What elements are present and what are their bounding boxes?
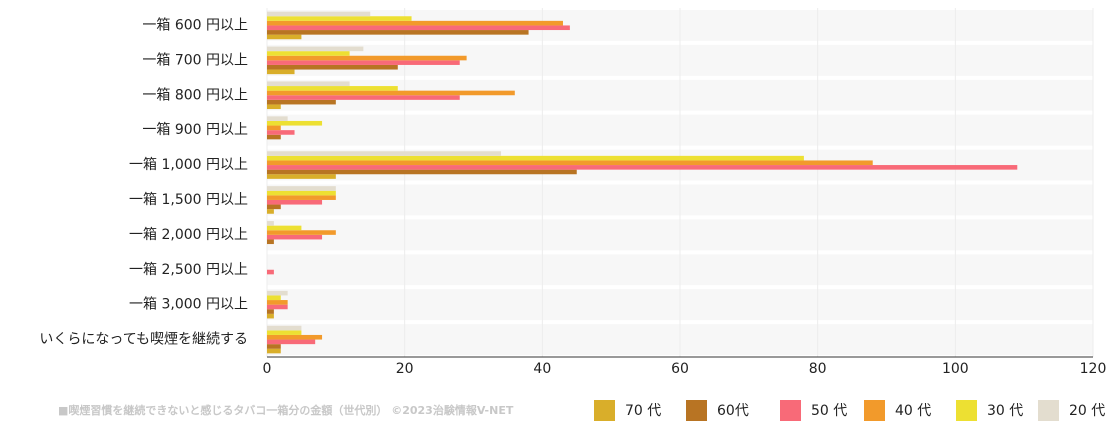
x-tick-label: 60 xyxy=(671,361,689,377)
bar xyxy=(267,81,350,87)
legend-swatch xyxy=(686,400,707,421)
bar xyxy=(267,16,412,21)
y-tick-label: いくらになっても喫煙を継続する xyxy=(39,331,248,348)
bar xyxy=(267,309,274,314)
bar xyxy=(267,30,529,35)
legend-label: 50 代 xyxy=(811,403,847,419)
bar xyxy=(267,225,302,231)
bar xyxy=(267,169,577,175)
bar xyxy=(267,190,336,196)
bar xyxy=(267,51,350,56)
legend-label: 30 代 xyxy=(987,403,1023,419)
y-tick-label: 一箱 3,000 円以上 xyxy=(129,297,248,313)
bar xyxy=(267,348,281,354)
bar xyxy=(267,20,563,26)
bar xyxy=(267,86,398,91)
bar xyxy=(267,90,515,96)
bar xyxy=(267,11,371,17)
legend-swatch xyxy=(1038,400,1059,421)
bar xyxy=(267,234,323,240)
bar xyxy=(267,325,302,331)
bar xyxy=(267,313,274,319)
bar xyxy=(267,34,302,40)
bar xyxy=(267,125,281,131)
bar xyxy=(267,60,460,65)
bar xyxy=(267,344,281,349)
bar xyxy=(267,116,288,121)
bar xyxy=(267,99,336,105)
bar xyxy=(267,55,467,61)
bar xyxy=(267,295,281,301)
bar xyxy=(267,239,274,245)
legend-swatch xyxy=(780,400,801,421)
bar xyxy=(267,199,323,205)
bar xyxy=(267,330,302,335)
bar xyxy=(267,221,274,226)
bar xyxy=(267,134,281,140)
bar xyxy=(267,204,281,210)
x-tick-label: 20 xyxy=(396,361,414,377)
x-tick-label: 80 xyxy=(809,361,827,377)
bar xyxy=(267,304,288,310)
bar xyxy=(267,160,873,166)
bar xyxy=(267,104,281,110)
bar xyxy=(267,64,398,70)
y-tick-label: 一箱 2,000 円以上 xyxy=(129,227,248,243)
chart-title: ■喫煙習慣を継続できないと感じるタバコ一箱分の金額（世代別） ©2023治験情報… xyxy=(58,403,514,417)
bar xyxy=(267,25,570,31)
bar xyxy=(267,130,295,135)
legend-label: 20 代 xyxy=(1069,403,1105,419)
bar xyxy=(267,186,336,191)
x-tick-label: 0 xyxy=(263,361,272,377)
legend-swatch xyxy=(956,400,977,421)
y-tick-label: 一箱 1,000 円以上 xyxy=(129,157,248,173)
y-tick-label: 一箱 2,500 円以上 xyxy=(129,262,248,278)
bar xyxy=(267,209,274,214)
bar xyxy=(267,300,288,305)
y-tick-label: 一箱 900 円以上 xyxy=(142,122,248,138)
legend-swatch xyxy=(594,400,615,421)
legend-label: 60代 xyxy=(717,403,749,419)
x-tick-label: 100 xyxy=(942,361,969,377)
y-tick-label: 一箱 700 円以上 xyxy=(142,52,248,68)
bar xyxy=(267,165,1018,170)
bar xyxy=(267,95,460,100)
x-tick-label: 120 xyxy=(1080,361,1107,377)
legend-label: 40 代 xyxy=(895,403,931,419)
bar xyxy=(267,155,804,161)
bar xyxy=(267,46,364,52)
y-tick-label: 一箱 600 円以上 xyxy=(142,17,248,33)
bar xyxy=(267,269,274,275)
bar xyxy=(267,174,336,179)
bar xyxy=(267,151,502,156)
y-tick-label: 一箱 1,500 円以上 xyxy=(129,192,248,208)
bar xyxy=(267,334,323,340)
bar xyxy=(267,195,336,200)
legend-swatch xyxy=(864,400,885,421)
legend-label: 70 代 xyxy=(625,403,661,419)
x-tick-label: 40 xyxy=(533,361,551,377)
y-tick-label: 一箱 800 円以上 xyxy=(142,87,248,103)
bar xyxy=(267,290,288,296)
bar xyxy=(267,120,323,126)
bar xyxy=(267,339,316,345)
bar xyxy=(267,230,336,235)
bar xyxy=(267,69,295,75)
